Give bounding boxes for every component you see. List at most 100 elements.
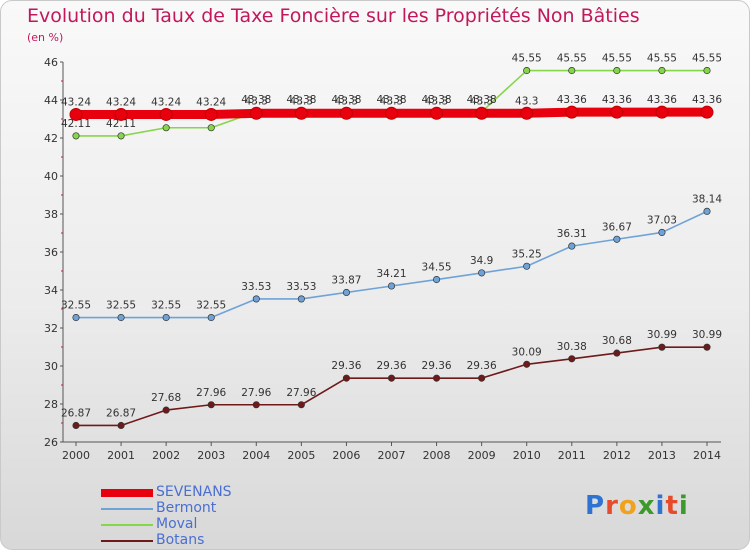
data-point — [613, 235, 621, 243]
data-label: 43.38 — [331, 94, 361, 106]
legend-label: Botans — [156, 532, 205, 548]
data-point — [475, 106, 489, 120]
legend-label: Moval — [156, 516, 198, 532]
data-point — [433, 275, 441, 284]
data-label: 42.11 — [106, 118, 136, 130]
chart-title: Evolution du Taux de Taxe Foncière sur l… — [27, 5, 640, 27]
data-label: 45.55 — [692, 53, 722, 65]
data-point — [523, 67, 531, 75]
data-label: 43.24 — [151, 96, 181, 108]
logo-letter: t — [665, 491, 679, 521]
data-point — [387, 282, 396, 290]
data-point — [433, 374, 441, 382]
legend-swatch — [101, 489, 153, 497]
data-label: 45.55 — [512, 53, 542, 65]
data-label: 43.36 — [647, 94, 677, 106]
data-point — [658, 228, 666, 236]
data-label: 27.96 — [241, 387, 271, 399]
data-point — [72, 421, 80, 430]
data-label: 27.96 — [286, 387, 316, 399]
y-tick-label: 44 — [44, 94, 58, 107]
data-point — [72, 132, 80, 140]
legend-label: Bermont — [156, 500, 217, 516]
data-label: 43.36 — [692, 94, 722, 106]
data-label: 33.53 — [241, 281, 271, 293]
data-point — [204, 107, 218, 121]
data-label: 32.55 — [196, 300, 226, 312]
data-point — [339, 106, 353, 120]
data-point — [297, 295, 305, 303]
x-tick-label: 2012 — [603, 449, 631, 462]
data-label: 43.3 — [470, 95, 493, 107]
data-point — [387, 374, 396, 382]
legend-swatch — [101, 524, 153, 526]
y-tick-label: 38 — [44, 208, 58, 221]
data-label: 43.38 — [286, 94, 316, 106]
data-label: 30.09 — [512, 346, 542, 358]
data-point — [568, 67, 576, 75]
data-point — [700, 105, 714, 119]
data-label: 29.36 — [331, 360, 361, 372]
logo-letter: P — [585, 491, 606, 521]
y-tick-label: 32 — [44, 322, 58, 335]
y-tick-label: 42 — [44, 132, 58, 145]
data-point — [613, 67, 621, 75]
x-tick-label: 2008 — [423, 449, 451, 462]
data-label: 43.3 — [380, 95, 403, 107]
data-label: 43.3 — [245, 95, 268, 107]
data-label: 43.38 — [422, 94, 452, 106]
data-point — [162, 124, 170, 132]
data-label: 43.38 — [376, 94, 406, 106]
data-label: 33.53 — [286, 281, 316, 293]
proxiti-logo: Proxiti — [585, 491, 689, 521]
data-label: 43.38 — [241, 94, 271, 106]
data-label: 36.67 — [602, 221, 632, 233]
data-point — [430, 106, 444, 120]
data-point — [117, 313, 125, 322]
data-point — [72, 313, 80, 322]
x-tick-label: 2014 — [693, 449, 721, 462]
data-label: 43.3 — [425, 95, 448, 107]
x-tick-label: 2013 — [648, 449, 676, 462]
series-line-botans — [75, 346, 708, 427]
logo-letter: i — [655, 491, 666, 521]
legend-swatch — [101, 540, 153, 542]
data-point — [114, 107, 128, 121]
data-label: 32.55 — [61, 300, 91, 312]
data-point — [478, 269, 486, 277]
data-label: 43.38 — [467, 94, 497, 106]
data-label: 29.36 — [422, 360, 452, 372]
data-label: 34.9 — [470, 255, 493, 267]
data-point — [523, 360, 531, 368]
data-label: 27.96 — [196, 387, 226, 399]
data-label: 34.55 — [422, 262, 452, 274]
data-label: 26.87 — [61, 407, 91, 419]
x-tick-label: 2002 — [152, 449, 180, 462]
x-tick-label: 2004 — [242, 449, 270, 462]
data-point — [703, 207, 711, 215]
data-label: 30.38 — [557, 341, 587, 353]
data-point — [655, 105, 669, 119]
x-tick-label: 2003 — [197, 449, 225, 462]
data-label: 30.99 — [692, 329, 722, 341]
data-label: 33.87 — [331, 274, 361, 286]
data-point — [69, 107, 83, 121]
data-point — [342, 288, 350, 297]
y-tick-label: 46 — [44, 56, 58, 69]
x-tick-label: 2005 — [287, 449, 315, 462]
y-tick-label: 40 — [44, 170, 58, 183]
data-label: 38.14 — [692, 193, 722, 205]
data-point — [162, 313, 170, 322]
data-point — [162, 406, 170, 414]
data-point — [159, 107, 173, 121]
data-label: 32.55 — [106, 300, 136, 312]
logo-letter: i — [678, 491, 689, 521]
y-tick-label: 36 — [44, 246, 58, 259]
data-label: 43.36 — [557, 94, 587, 106]
data-point — [117, 421, 125, 430]
data-point — [249, 106, 263, 120]
data-label: 43.3 — [515, 95, 538, 107]
data-label: 36.31 — [557, 228, 587, 240]
data-point — [252, 295, 260, 303]
